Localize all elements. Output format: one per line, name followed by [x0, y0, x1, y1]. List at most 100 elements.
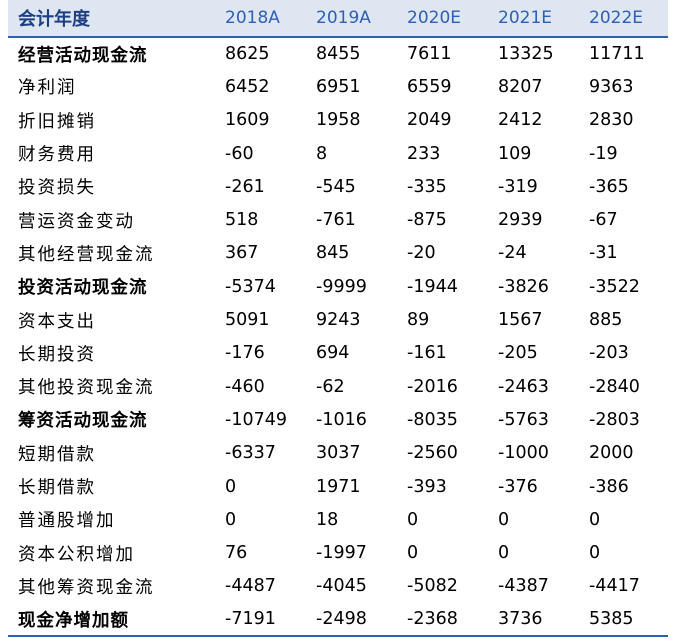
table-row: 净利润 6452 6951 6559 8207 9363 [8, 70, 668, 103]
row-value: -3826 [498, 276, 549, 297]
row-label: 资本公积增加 [18, 544, 135, 565]
row-label: 资本支出 [18, 311, 96, 332]
row-value: 5091 [225, 310, 270, 331]
row-label: 其他投资现金流 [18, 378, 155, 399]
table-row: 普通股增加 0 18 0 0 0 [8, 503, 668, 536]
row-value: -5763 [498, 409, 549, 430]
row-value: 9363 [589, 76, 634, 97]
row-label: 折旧摊销 [18, 111, 96, 132]
table-row: 营运资金变动 518 -761 -875 2939 -67 [8, 203, 668, 236]
row-value: 2412 [498, 110, 543, 131]
table-row: 投资活动现金流 -5374 -9999 -1944 -3826 -3522 [8, 270, 668, 303]
row-value: -5082 [407, 576, 458, 597]
table-row: 短期借款 -6337 3037 -2560 -1000 2000 [8, 437, 668, 470]
row-value: 13325 [498, 44, 554, 65]
header-year: 2021E [486, 0, 577, 38]
row-value: 0 [225, 476, 237, 497]
row-value: -386 [589, 476, 629, 497]
row-label: 营运资金变动 [18, 211, 135, 232]
row-value: -5374 [225, 276, 276, 297]
table-row: 财务费用 -60 8 233 109 -19 [8, 137, 668, 170]
row-value: -761 [316, 210, 356, 231]
row-label: 净利润 [18, 78, 77, 99]
row-value: 2830 [589, 110, 634, 131]
row-value: 18 [316, 509, 339, 530]
row-value: 0 [498, 543, 510, 564]
row-value: -24 [498, 243, 527, 264]
row-value: -1997 [316, 543, 367, 564]
row-value: 0 [589, 543, 601, 564]
table-row: 现金净增加额 -7191 -2498 -2368 3736 5385 [8, 603, 668, 638]
row-value: 8 [316, 143, 328, 164]
table-row: 其他筹资现金流 -4487 -4045 -5082 -4387 -4417 [8, 570, 668, 603]
row-value: 885 [589, 310, 623, 331]
row-value: -2840 [589, 376, 640, 397]
row-value: -2463 [498, 376, 549, 397]
row-value: -4045 [316, 576, 367, 597]
header-year: 2022E [577, 0, 668, 38]
row-value: 8207 [498, 76, 543, 97]
row-value: 0 [407, 509, 419, 530]
row-value: -335 [407, 176, 447, 197]
row-value: 6951 [316, 76, 361, 97]
row-value: -10749 [225, 409, 287, 430]
row-value: -875 [407, 210, 447, 231]
row-value: -376 [498, 476, 538, 497]
row-value: -545 [316, 176, 356, 197]
row-value: -3522 [589, 276, 640, 297]
row-value: -460 [225, 376, 265, 397]
row-label: 财务费用 [18, 145, 96, 166]
row-value: -2016 [407, 376, 458, 397]
row-value: -9999 [316, 276, 367, 297]
row-value: -2368 [395, 603, 486, 638]
row-value: -203 [589, 343, 629, 364]
row-value: 1971 [316, 476, 361, 497]
row-value: 6559 [407, 76, 452, 97]
row-value: -4387 [498, 576, 549, 597]
row-value: 0 [407, 543, 419, 564]
row-value: -205 [498, 343, 538, 364]
table-row: 资本公积增加 76 -1997 0 0 0 [8, 536, 668, 569]
row-value: 694 [316, 343, 350, 364]
row-value: -176 [225, 343, 265, 364]
row-label: 其他经营现金流 [18, 244, 155, 265]
row-value: 233 [407, 143, 441, 164]
row-label: 其他筹资现金流 [18, 577, 155, 598]
row-value: 6452 [225, 76, 270, 97]
row-value: -2498 [304, 603, 395, 638]
row-value: 1609 [225, 110, 270, 131]
header-year: 2018A [213, 0, 304, 38]
row-value: 1958 [316, 110, 361, 131]
row-value: 3037 [316, 443, 361, 464]
row-value: -2803 [589, 409, 640, 430]
row-value: 11711 [589, 44, 645, 65]
row-label: 现金净增加额 [8, 603, 213, 638]
row-value: 89 [407, 310, 430, 331]
row-value: 109 [498, 143, 532, 164]
table-row: 资本支出 5091 9243 89 1567 885 [8, 303, 668, 336]
row-value: -60 [225, 143, 254, 164]
row-value: 2049 [407, 110, 452, 131]
row-value: 2000 [589, 443, 634, 464]
row-label: 普通股增加 [18, 511, 116, 532]
table-row: 长期投资 -176 694 -161 -205 -203 [8, 337, 668, 370]
row-value: -31 [589, 243, 618, 264]
table-body: 经营活动现金流 8625 8455 7611 13325 11711 净利润 6452 6951… [8, 37, 668, 638]
row-value: 0 [589, 509, 601, 530]
row-value: -161 [407, 343, 447, 364]
row-value: 8455 [316, 44, 361, 65]
table-header-row: 会计年度 2018A 2019A 2020E 2021E 2022E [8, 0, 668, 38]
row-label: 长期借款 [18, 478, 96, 498]
row-value: -261 [225, 176, 265, 197]
table-row: 其他经营现金流 367 845 -20 -24 -31 [8, 237, 668, 270]
row-value: -4487 [225, 576, 276, 597]
row-value: 518 [225, 210, 259, 231]
header-label: 会计年度 [8, 0, 213, 38]
row-value: -1016 [316, 409, 367, 430]
row-value: -1000 [498, 443, 549, 464]
row-label: 长期投资 [18, 344, 96, 365]
row-value: 367 [225, 243, 259, 264]
row-value: 0 [225, 509, 237, 530]
row-label: 投资损失 [18, 178, 96, 199]
